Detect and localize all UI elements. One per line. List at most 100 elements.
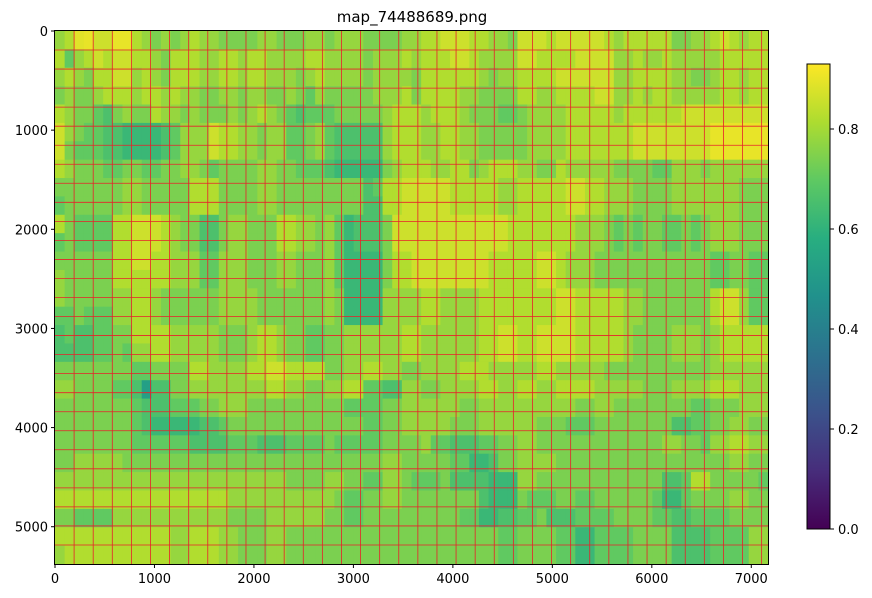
heatmap-cell [623,214,634,234]
heatmap-cell [430,269,441,289]
heatmap-cell [652,67,663,87]
heatmap-cell [421,361,432,381]
heatmap-cell [719,104,730,124]
heatmap-cell [122,306,133,326]
heatmap-cell [450,325,461,344]
heatmap-cell [266,472,278,491]
heatmap-cell [719,361,730,381]
heatmap-cell [344,416,355,436]
heatmap-cell [633,49,644,69]
heatmap-cell [642,122,653,142]
heatmap-cell [286,49,297,69]
heatmap-cell [180,398,191,418]
heatmap-cell [662,49,673,69]
heatmap-cell [112,435,123,455]
heatmap-cell [122,178,133,197]
heatmap-cell [729,343,740,363]
heatmap-cell [633,141,644,161]
heatmap-cell [103,104,114,124]
heatmap-cell [209,398,220,418]
heatmap-cell [55,325,66,344]
x-tick-label: 3000 [337,572,370,587]
heatmap-cell [93,104,104,124]
heatmap-cell [189,159,200,179]
heatmap-cell [103,178,114,197]
heatmap-cell [247,435,258,455]
heatmap-cell [305,49,316,69]
heatmap-cell [160,251,172,271]
heatmap-cell [122,67,133,87]
heatmap-cell [681,527,692,547]
heatmap-cell [662,545,673,565]
heatmap-cell [305,141,316,161]
heatmap-cell [266,508,278,528]
heatmap-cell [662,453,673,473]
heatmap-cell [517,545,528,565]
heatmap-cell [421,306,432,326]
heatmap-cell [372,104,383,124]
heatmap-cell [74,178,85,197]
heatmap-cell [218,196,229,216]
heatmap-cell [247,31,258,50]
heatmap-cell [276,398,287,418]
heatmap-cell [536,325,547,344]
heatmap-cell [690,67,701,87]
heatmap-cell [103,31,114,50]
heatmap-cell [652,490,663,510]
heatmap-cell [556,306,567,326]
heatmap-cell [189,104,200,124]
heatmap-cell [189,380,200,399]
heatmap-cell [83,141,94,161]
heatmap-cell [199,178,210,197]
heatmap-cell [623,435,634,455]
heatmap-cell [266,398,278,418]
heatmap-cell [160,31,172,50]
heatmap-cell [690,122,701,142]
heatmap-cell [74,141,85,161]
heatmap-cell [180,527,191,547]
heatmap-cell [594,416,605,436]
heatmap-cell [507,86,518,105]
heatmap-cell [729,196,740,216]
heatmap-cell [556,490,567,510]
heatmap-cell [199,416,210,436]
heatmap-cell [160,49,172,69]
heatmap-cell [507,343,518,363]
heatmap-cell [536,269,547,289]
heatmap-cell [55,67,66,87]
heatmap-cell [93,269,104,289]
heatmap-cell [209,251,220,271]
heatmap-cell [719,472,730,491]
heatmap-cell [642,380,653,399]
heatmap-cell [719,545,730,565]
heatmap-cell [372,306,383,326]
heatmap-cell [344,67,355,87]
heatmap-cell [353,141,364,161]
heatmap-cell [180,214,191,234]
heatmap-cell [180,122,191,142]
heatmap-cell [286,214,297,234]
heatmap-cell [132,67,143,87]
heatmap-cell [276,380,287,399]
heatmap-cell [623,306,634,326]
heatmap-cell [112,343,123,363]
heatmap-cell [450,527,461,547]
heatmap-cell [141,398,152,418]
heatmap-cell [363,104,374,124]
heatmap-cell [594,343,605,363]
heatmap-cell [450,141,461,161]
heatmap-cell [594,67,605,87]
heatmap-cell [575,49,586,69]
heatmap-cell [382,416,393,436]
heatmap-cell [633,196,644,216]
heatmap-cell [170,196,181,216]
heatmap-cell [160,490,172,510]
heatmap-cell [459,398,470,418]
heatmap-cell [411,122,422,142]
heatmap-cell [55,233,66,252]
heatmap-cell [295,527,306,547]
heatmap-cell [450,31,461,50]
heatmap-cell [450,159,461,179]
heatmap-cell [286,325,297,344]
heatmap-cell [315,527,326,547]
